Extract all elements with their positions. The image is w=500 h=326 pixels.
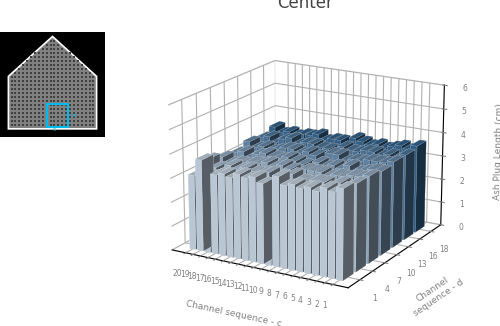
Title: Center: Center	[277, 0, 333, 12]
X-axis label: Channel sequence - c: Channel sequence - c	[186, 300, 283, 326]
Y-axis label: Channel
sequence - d: Channel sequence - d	[406, 269, 465, 318]
Polygon shape	[8, 37, 96, 129]
Text: d: d	[72, 113, 76, 118]
Text: c: c	[53, 127, 56, 132]
Bar	[47, 104, 68, 127]
